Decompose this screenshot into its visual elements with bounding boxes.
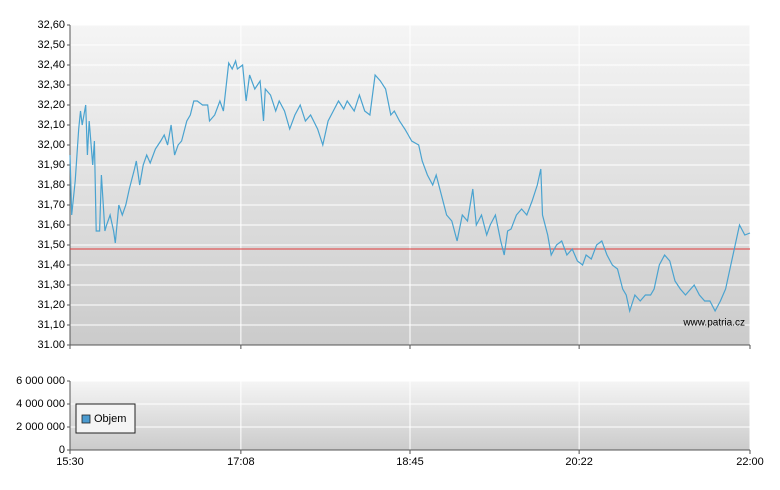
legend-label: Objem [94, 413, 126, 425]
y-tick-label: 31,50 [37, 239, 65, 251]
x-tick-label: 20:22 [565, 456, 593, 468]
y-tick-label: 32,60 [37, 19, 65, 31]
watermark: www.patria.cz [682, 318, 745, 329]
x-tick-label: 18:45 [396, 456, 424, 468]
y-tick-label: 4 000 000 [16, 398, 65, 410]
x-tick-label: 22:00 [736, 456, 764, 468]
y-tick-label: 31,30 [37, 279, 65, 291]
y-tick-label: 31.00 [37, 339, 65, 351]
y-tick-label: 32,00 [37, 139, 65, 151]
legend-swatch [81, 414, 91, 424]
y-tick-label: 31,70 [37, 199, 65, 211]
x-tick-label: 17:08 [227, 456, 255, 468]
y-tick-label: 31,40 [37, 259, 65, 271]
y-tick-label: 31,60 [37, 219, 65, 231]
y-tick-label: 32,20 [37, 99, 65, 111]
y-tick-label: 32,10 [37, 119, 65, 131]
y-tick-label: 6 000 000 [16, 375, 65, 387]
y-tick-label: 2 000 000 [16, 421, 65, 433]
price-line [69, 59, 751, 314]
y-tick-label: 32,40 [37, 59, 65, 71]
x-tick-label: 15:30 [56, 456, 84, 468]
y-tick-label: 31,90 [37, 159, 65, 171]
y-tick-label: 31,20 [37, 299, 65, 311]
y-tick-label: 31,80 [37, 179, 65, 191]
y-tick-label: 32,30 [37, 79, 65, 91]
y-tick-label: 0 [59, 444, 65, 456]
y-tick-label: 31,10 [37, 319, 65, 331]
y-tick-label: 32,50 [37, 39, 65, 51]
